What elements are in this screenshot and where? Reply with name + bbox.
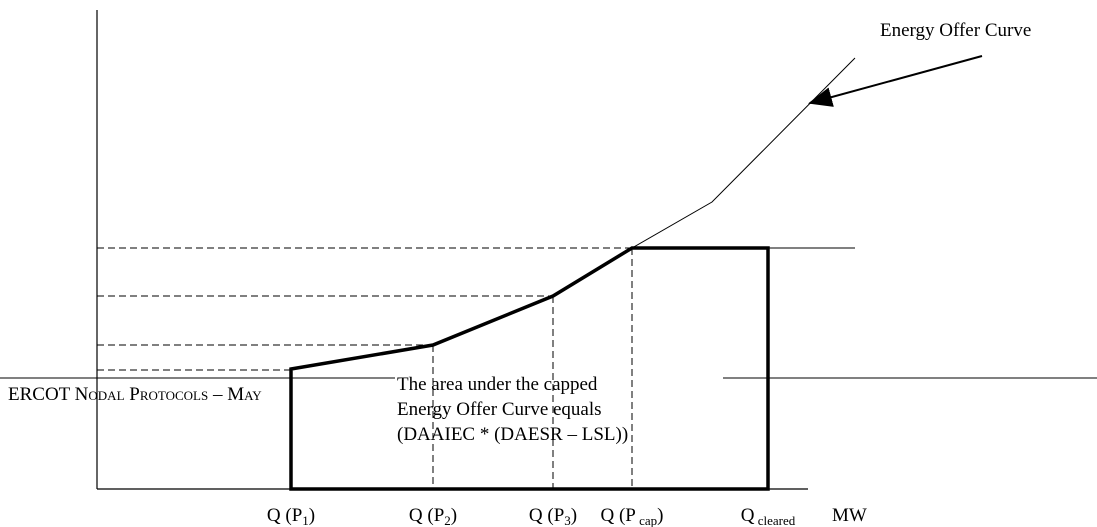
x-label-main: Q (P: [529, 505, 564, 526]
x-label-end: ): [657, 505, 663, 526]
lines: [0, 10, 1097, 491]
arrow: [808, 55, 983, 107]
x-label-sub: cleared: [754, 513, 795, 527]
capped-area: [289, 246, 770, 491]
note-line: Energy Offer Curve equals: [397, 399, 602, 420]
x-label: Q (P2): [409, 505, 457, 527]
header-text: ERCOT Nodal Protocols – May: [8, 384, 262, 405]
x-label: Q (P cap): [601, 505, 664, 527]
note-line: The area under the capped: [397, 374, 598, 395]
x-label-main: Q (P: [601, 505, 636, 526]
x-label-end: ): [451, 505, 457, 526]
axis-label: MW: [832, 505, 867, 526]
x-labels: Q (P1) Q (P2) Q (P3) Q (P cap) Q cleared: [267, 505, 796, 527]
note-line: (DAAIEC * (DAESR – LSL)): [397, 424, 628, 445]
guides: [97, 247, 633, 489]
x-label: Q (P3): [529, 505, 577, 527]
x-label-main: Q: [741, 505, 755, 526]
x-label-main: Q (P: [267, 505, 302, 526]
note: The area under the capped Energy Offer Cu…: [397, 374, 628, 445]
x-label-sub: 3: [564, 513, 571, 527]
x-label: Q (P1): [267, 505, 315, 527]
offer-curve: [631, 57, 856, 249]
x-label-end: ): [309, 505, 315, 526]
x-label: Q cleared: [741, 505, 796, 527]
x-label-sub: 2: [444, 513, 451, 527]
x-label-sub: 1: [302, 513, 309, 527]
x-label-sub: cap: [636, 513, 657, 527]
x-label-end: ): [571, 505, 577, 526]
callout-label: Energy Offer Curve: [880, 20, 1031, 41]
x-label-main: Q (P: [409, 505, 444, 526]
